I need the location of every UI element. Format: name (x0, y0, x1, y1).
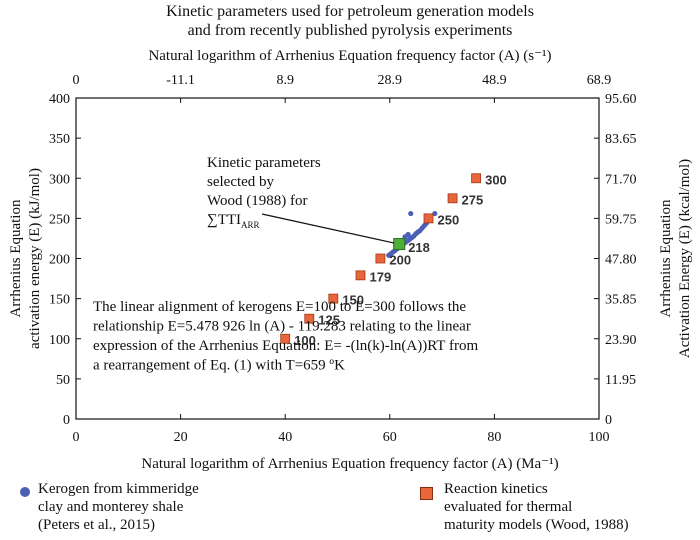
x-axis-label: Natural logarithm of Arrhenius Equation … (141, 456, 558, 472)
y-tick-label: 0 (63, 413, 70, 428)
y-axis-label-line: activation energy (E) (kJ/mol) (27, 168, 43, 349)
reaction-kinetics-point (423, 213, 434, 224)
kerogen-legend-marker (20, 487, 30, 497)
reaction-kinetics-point (280, 333, 291, 344)
note-line: The linear alignment of kerogens E=100 t… (93, 299, 466, 315)
y-tick-label: 300 (49, 172, 70, 187)
title-line-2: and from recently published pyrolysis ex… (188, 22, 513, 39)
equation-note: The linear alignment of kerogens E=100 t… (93, 299, 478, 374)
reaction-kinetics-point (471, 173, 481, 184)
reaction-kinetics-label: 150 (342, 293, 364, 308)
annotation: Kinetic parameters selected by Wood (1988)… (207, 155, 395, 244)
x-tick-label: 60 (383, 430, 397, 445)
reaction-kinetics-point (355, 270, 366, 281)
right-tick-label: 95.60 (605, 92, 637, 107)
right-tick-label: 35.85 (605, 293, 637, 308)
reaction-kinetics-point (328, 293, 339, 304)
selected-kinetics-label: 218 (408, 240, 430, 255)
right-tick-label: 59.75 (605, 212, 637, 227)
top-tick-label: 68.9 (587, 73, 612, 88)
reaction-kinetics-label: 125 (318, 313, 340, 328)
top-tick-label: 8.9 (276, 73, 294, 88)
reaction-kinetics-label: 100 (294, 333, 316, 348)
y-tick-label: 50 (56, 373, 70, 388)
x-tick-label: 100 (589, 430, 610, 445)
top-axis: Natural logarithm of Arrhenius Equation … (73, 48, 612, 103)
kerogen-point (408, 210, 414, 217)
annotation-leader-line (261, 213, 395, 244)
kerogen-legend-label: Kerogen from kimmeridge clay and montere… (38, 481, 199, 533)
annotation-symbol-main: ∑TTI (207, 212, 241, 228)
x-tick-label: 20 (174, 430, 188, 445)
reaction-kinetics-point (447, 193, 458, 204)
x-axis: 0 20 40 60 80 100 Natural logarithm of Arrheni… (73, 414, 610, 472)
y-axis-label: Arrhenius Equation activation energy (E) … (8, 168, 43, 349)
right-axis-label-line: Arrhenius Equation (658, 199, 674, 317)
reaction-kinetics-label: 275 (462, 192, 484, 207)
y-tick-label: 200 (49, 253, 70, 268)
title-line-1: Kinetic parameters used for petroleum ge… (166, 3, 534, 20)
top-tick-label: 28.9 (378, 73, 403, 88)
y-axis-label-line: Arrhenius Equation (8, 199, 24, 317)
reaction-kinetics-label: 200 (389, 253, 411, 268)
annotation-line: selected by (207, 174, 275, 190)
right-tick-label: 0 (605, 413, 612, 428)
top-tick-label: 48.9 (482, 73, 507, 88)
right-tick-label: 11.95 (605, 373, 636, 388)
right-axis-label: Arrhenius Equation Activation Energy (E) … (658, 159, 693, 358)
top-tick-label: 0 (73, 73, 80, 88)
x-tick-label: 80 (487, 430, 501, 445)
right-axis-label-line: Activation Energy (E) (kcal/mol) (677, 159, 693, 358)
reaction-kinetics-point (304, 313, 315, 324)
chart-title: Kinetic parameters used for petroleum ge… (166, 3, 534, 39)
y-tick-label: 250 (49, 212, 70, 227)
note-line: expression of the Arrhenius Equation: E=… (93, 338, 478, 354)
reaction-kinetics-label: 300 (485, 172, 507, 187)
right-tick-label: 83.65 (605, 132, 637, 147)
y-tick-label: 400 (49, 92, 70, 107)
y-tick-label: 100 (49, 333, 70, 348)
selected-kinetics-point (393, 238, 406, 251)
y-tick-label: 150 (49, 293, 70, 308)
top-tick-label: -11.1 (166, 73, 195, 88)
reaction-kinetics-label: 250 (438, 212, 460, 227)
top-axis-label: Natural logarithm of Arrhenius Equation … (148, 48, 551, 64)
right-tick-label: 23.90 (605, 333, 637, 348)
note-line: relationship E=5.478 926 ln (A) - 119.28… (93, 319, 471, 335)
y-axis: 0 50 100 150 200 250 300 350 400 Arrhenius Equati… (8, 92, 81, 428)
annotation-line: Wood (1988) for (207, 193, 307, 209)
x-tick-label: 0 (73, 430, 80, 445)
reaction-legend-label: Reaction kinetics evaluated for thermal … (444, 481, 629, 533)
annotation-line: Kinetic parameters (207, 155, 321, 171)
reaction-kinetics-label: 179 (370, 269, 392, 284)
x-tick-label: 40 (278, 430, 292, 445)
right-tick-label: 47.80 (605, 253, 637, 268)
note-line: a rearrangement of Eq. (1) with T=659 ºK (93, 358, 345, 374)
kerogen-point (405, 231, 411, 238)
reaction-legend-marker (420, 487, 433, 500)
y-tick-label: 350 (49, 132, 70, 147)
right-axis: 0 11.95 23.90 35.85 47.80 59.75 71.70 83.65 95.6… (594, 92, 693, 428)
reaction-kinetics-point (375, 253, 386, 264)
right-tick-label: 71.70 (605, 172, 637, 187)
annotation-symbol: ∑TTIARR (207, 212, 260, 230)
annotation-symbol-sub: ARR (241, 220, 260, 230)
kerogen-point (432, 210, 438, 217)
